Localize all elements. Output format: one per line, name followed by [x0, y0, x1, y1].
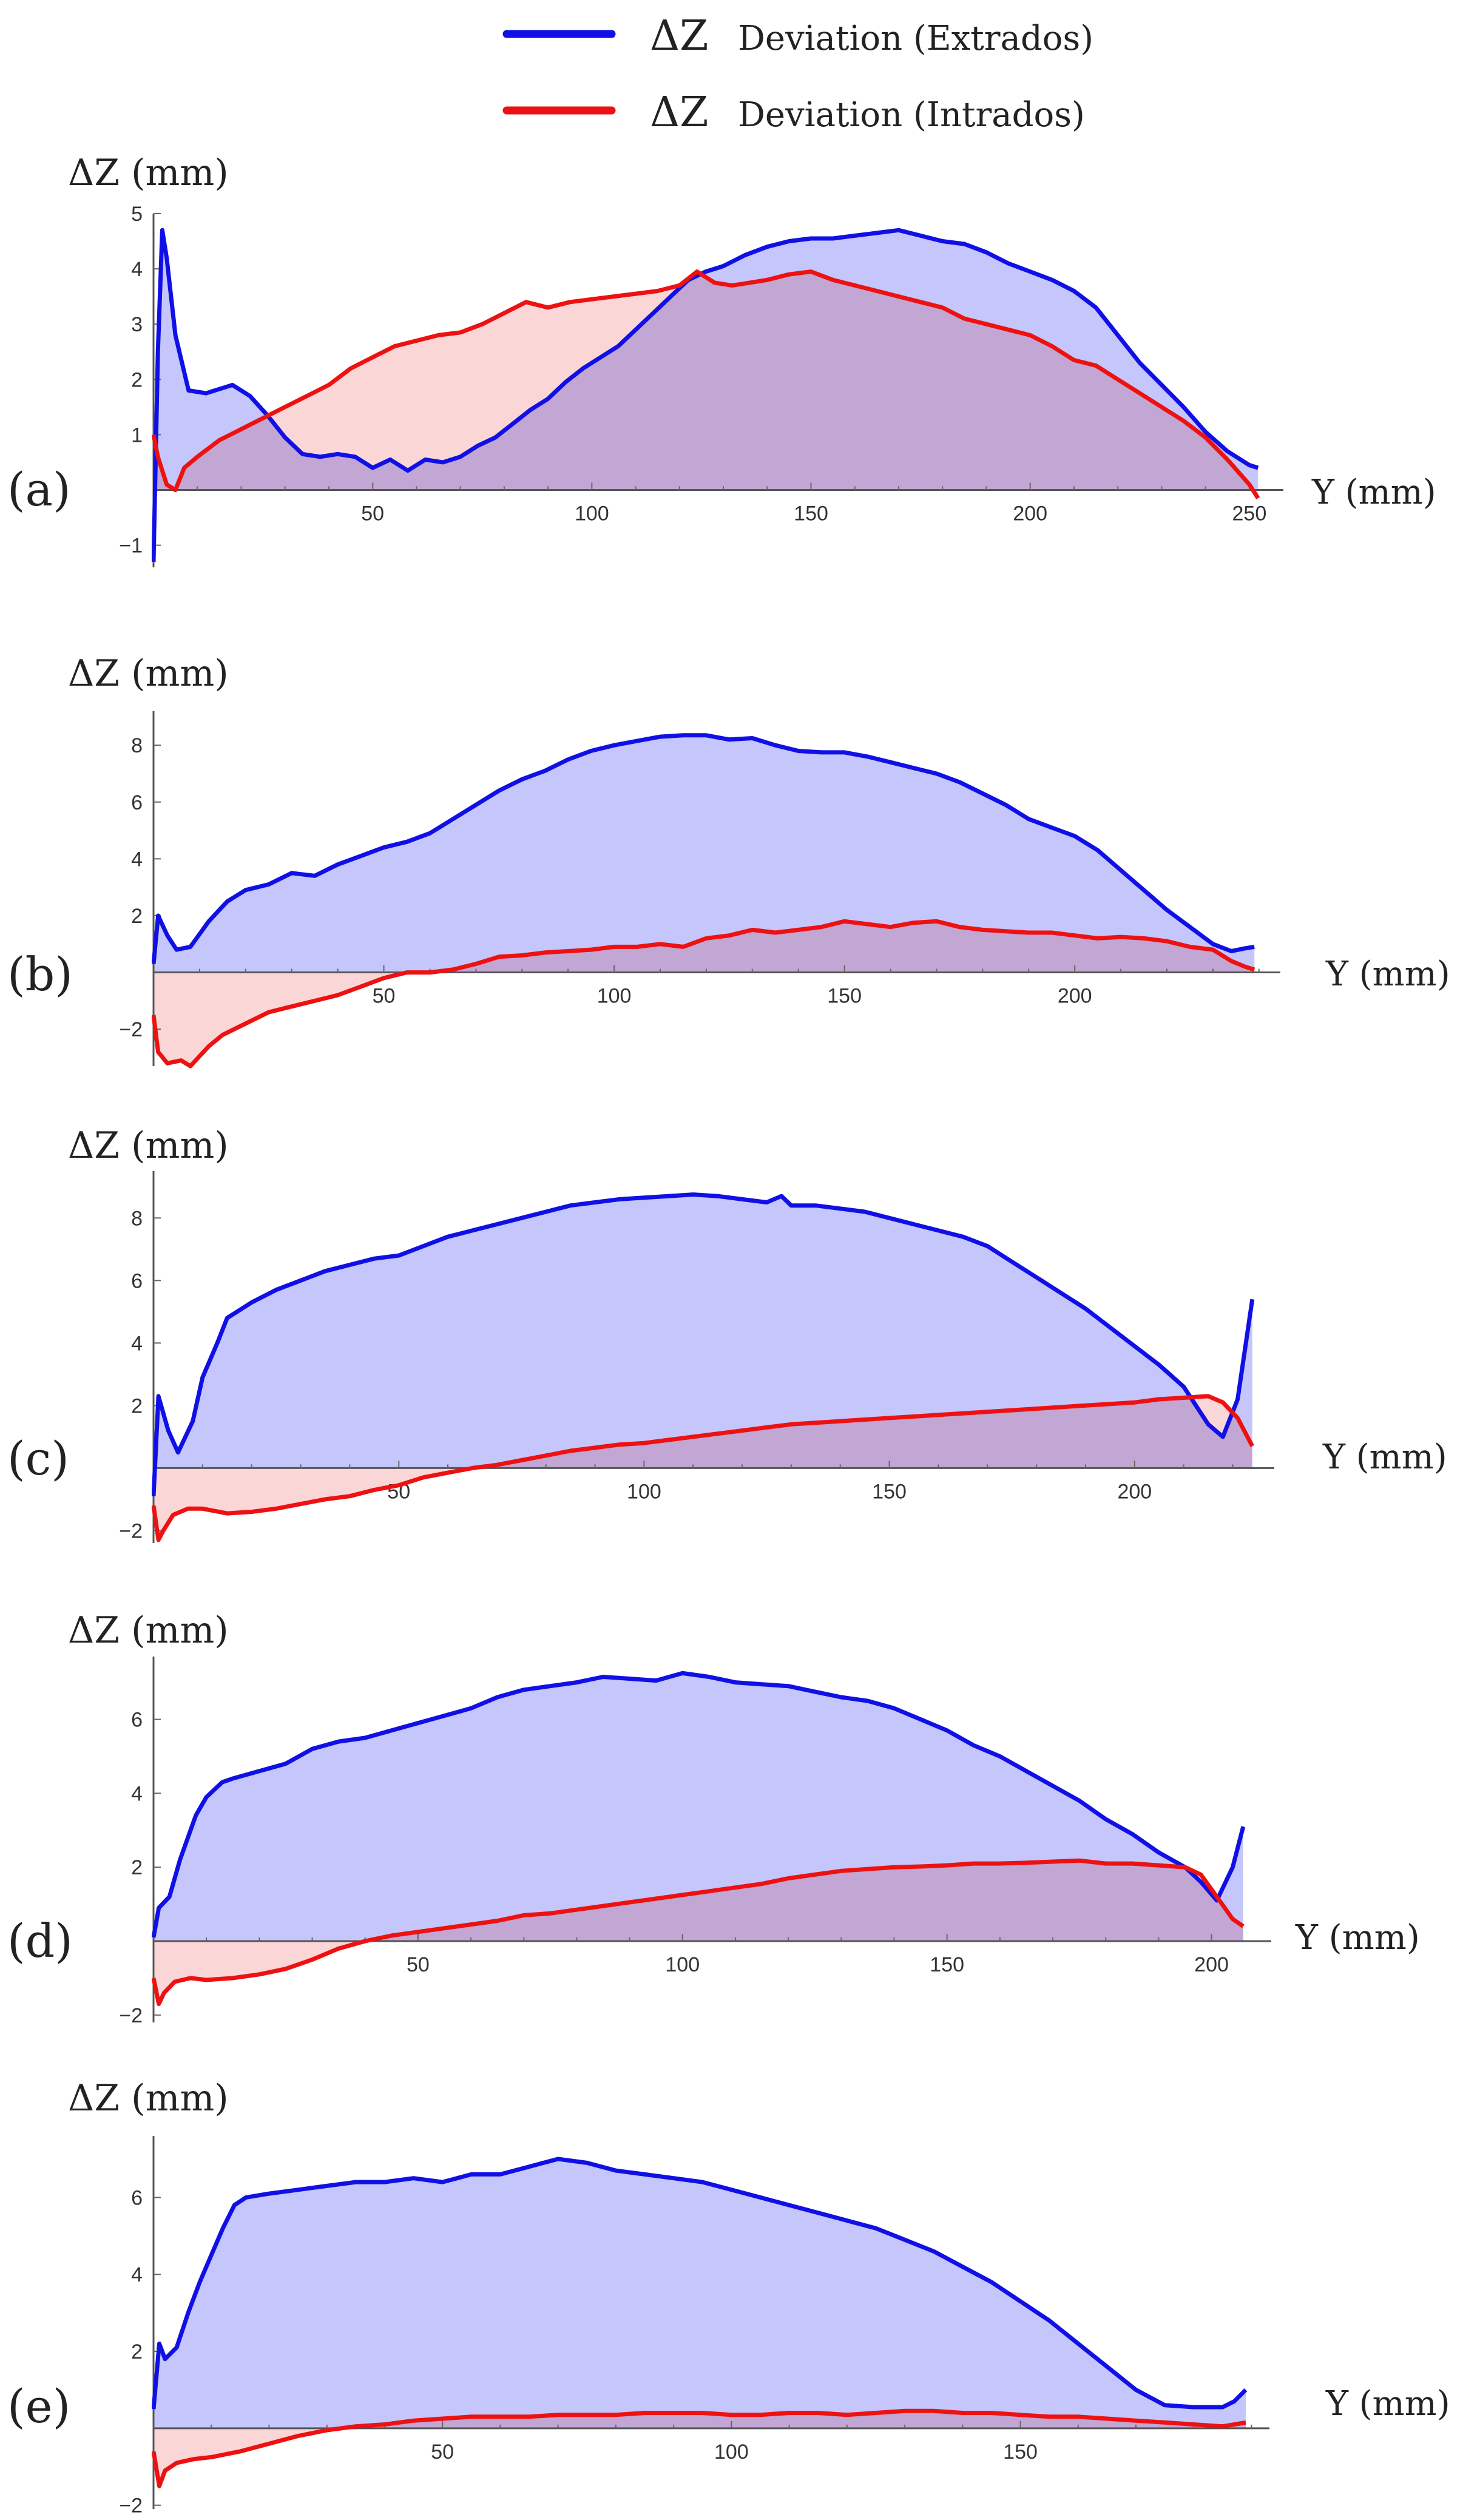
y-axis-label: ΔZ (mm): [68, 1124, 229, 1167]
plot-area: 50 100 150 200 250 −1 1 2 3 4 5: [119, 203, 1283, 567]
y-tick-label: 6: [131, 791, 143, 814]
panel-label: (d): [7, 1914, 73, 1968]
x-tick-label: 100: [714, 2441, 749, 2464]
intrados-fill: [154, 271, 1259, 499]
x-tick-label: 50: [373, 985, 396, 1008]
legend: ΔZ Deviation (Extrados) ΔZ Deviation (In…: [502, 12, 1093, 137]
y-axis-label: ΔZ (mm): [68, 652, 229, 695]
x-tick-label: 200: [1058, 985, 1092, 1008]
x-axis-label: Y (mm): [1325, 2384, 1450, 2424]
x-tick-label: 50: [361, 502, 384, 525]
intrados-fill: [154, 1860, 1243, 2004]
intrados-line: [152, 1858, 1245, 2006]
y-tick-label: −2: [119, 1519, 143, 1542]
y-tick-label: −1: [119, 535, 143, 558]
y-tick-label: 1: [131, 424, 143, 447]
y-tick-label: 2: [131, 2340, 143, 2363]
x-tick-label: 100: [575, 502, 609, 525]
x-axis-label: Y (mm): [1322, 1437, 1447, 1477]
legend-symbol-intrados: ΔZ: [650, 89, 708, 137]
x-tick-label: 150: [827, 985, 862, 1008]
panel-b: (b) ΔZ (mm) Y (mm) 50 100 150 200 −2 2 4 6 8: [7, 652, 1450, 1069]
panel-label: (a): [7, 462, 71, 516]
intrados-line: [152, 2408, 1246, 2488]
y-tick-label: 4: [131, 2263, 143, 2286]
plot-area: 50 100 150 200 −2 2 4 6 8: [119, 711, 1280, 1069]
legend-label-extrados: Deviation (Extrados): [738, 19, 1093, 58]
y-tick-label: −2: [119, 1018, 143, 1041]
x-axis-label: Y (mm): [1325, 954, 1450, 994]
y-axis-label: ΔZ (mm): [68, 152, 229, 194]
y-tick-label: 2: [131, 368, 143, 391]
extrados-fill: [154, 735, 1255, 973]
y-tick-label: 2: [131, 1856, 143, 1879]
y-tick-label: −2: [119, 2004, 143, 2027]
y-tick-label: 4: [131, 258, 143, 281]
panel-d: (d) ΔZ (mm) Y (mm) 50 100 150 200 −2 2 4 6: [7, 1609, 1420, 2027]
y-tick-label: 5: [131, 203, 143, 226]
x-tick-label: 250: [1232, 502, 1267, 525]
y-tick-label: 4: [131, 848, 143, 871]
y-tick-label: 4: [131, 1782, 143, 1805]
extrados-line: [152, 228, 1259, 562]
intrados-fill: [154, 2411, 1246, 2486]
intrados-line: [152, 269, 1260, 499]
y-tick-label: 4: [131, 1332, 143, 1355]
x-tick-label: 200: [1194, 1953, 1229, 1976]
y-axis-label: ΔZ (mm): [68, 2077, 229, 2120]
x-tick-label: 150: [794, 502, 828, 525]
y-tick-label: −2: [119, 2495, 143, 2518]
y-axis-label: ΔZ (mm): [68, 1609, 229, 1652]
extrados-line: [152, 2157, 1248, 2410]
y-tick-label: 8: [131, 734, 143, 757]
plot-area: 50 100 150 200 −2 2 4 6: [119, 1657, 1271, 2027]
intrados-line: [152, 919, 1255, 1069]
y-tick-label: 8: [131, 1207, 143, 1230]
extrados-line: [152, 1670, 1246, 1938]
y-tick-label: 6: [131, 1269, 143, 1292]
intrados-fill: [154, 921, 1255, 1066]
x-tick-label: 200: [1117, 1480, 1152, 1503]
panel-label: (b): [7, 947, 73, 1001]
panel-label: (c): [7, 1431, 69, 1485]
panel-e: (e) ΔZ (mm) Y (mm) 50 100 150 −2 2 4 6: [7, 2077, 1450, 2518]
extrados-line: [152, 733, 1255, 964]
x-tick-label: 100: [597, 985, 632, 1008]
panel-a: (a) ΔZ (mm) Y (mm) 50 100 150 200 250 −1 1 2 3 4 5: [7, 152, 1436, 567]
y-tick-label: 6: [131, 1709, 143, 1732]
legend-label-intrados: Deviation (Intrados): [738, 95, 1085, 135]
x-tick-label: 200: [1013, 502, 1047, 525]
x-tick-label: 100: [627, 1480, 661, 1503]
plot-area: 50 100 150 −2 2 4 6: [119, 2136, 1269, 2518]
x-tick-label: 150: [930, 1953, 964, 1976]
x-tick-label: 50: [431, 2441, 454, 2464]
x-tick-label: 150: [872, 1480, 907, 1503]
extrados-line: [152, 1192, 1255, 1496]
x-axis-label: Y (mm): [1295, 1918, 1420, 1958]
panel-label: (e): [7, 2379, 70, 2433]
x-tick-label: 150: [1003, 2441, 1038, 2464]
x-tick-label: 50: [407, 1953, 430, 1976]
intrados-line: [152, 1394, 1254, 1542]
x-axis-label: Y (mm): [1311, 473, 1436, 512]
x-tick-label: 100: [665, 1953, 700, 1976]
legend-symbol-extrados: ΔZ: [650, 12, 708, 60]
y-tick-label: 6: [131, 2186, 143, 2209]
y-tick-label: 2: [131, 905, 143, 928]
extrados-fill: [154, 2159, 1246, 2428]
y-tick-label: 2: [131, 1394, 143, 1417]
y-tick-label: 3: [131, 313, 143, 336]
